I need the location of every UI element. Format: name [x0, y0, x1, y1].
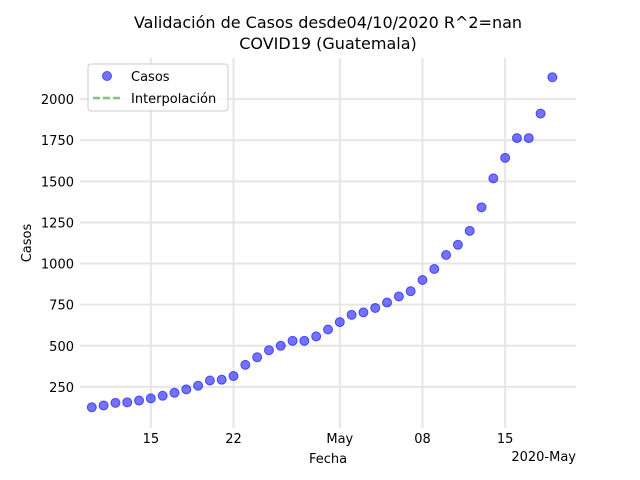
- data-point: [299, 335, 310, 346]
- x-tick-label: 08: [414, 432, 431, 447]
- data-point: [500, 152, 511, 163]
- legend: Casos Interpolación: [87, 63, 229, 112]
- y-tick-label: 1750: [41, 134, 74, 149]
- data-point: [193, 380, 204, 391]
- x-tick-label: 15: [143, 432, 160, 447]
- series-casos: [86, 72, 558, 413]
- grid: [80, 58, 576, 428]
- data-point: [311, 331, 322, 342]
- chart-title-line2: COVID19 (Guatemala): [239, 34, 417, 53]
- legend-label-interpolacion: Interpolación: [131, 92, 216, 107]
- data-point: [370, 302, 381, 313]
- data-point: [323, 324, 333, 335]
- chart-title-line1: Validación de Casos desde04/10/2020 R^2=…: [134, 13, 522, 32]
- data-point: [429, 263, 440, 274]
- data-point: [134, 395, 145, 406]
- y-tick-label: 1250: [41, 216, 74, 231]
- data-point: [535, 108, 546, 119]
- y-tick-label: 1000: [41, 258, 74, 273]
- y-axis-label: Casos: [20, 224, 35, 263]
- data-point: [488, 173, 499, 184]
- data-point: [169, 387, 180, 398]
- x-axis-ticks: 15 22 May 08 15: [143, 432, 514, 447]
- data-point: [216, 374, 227, 385]
- data-point: [145, 393, 156, 404]
- x-tick-label: 22: [225, 432, 242, 447]
- data-point: [476, 202, 487, 213]
- x-axis-label: Fecha: [309, 452, 347, 467]
- data-point: [405, 286, 416, 297]
- data-point: [523, 133, 534, 144]
- data-point: [511, 133, 522, 144]
- data-point: [240, 359, 251, 370]
- data-point: [110, 397, 121, 408]
- data-point: [157, 390, 168, 401]
- y-tick-label: 750: [49, 299, 74, 314]
- data-point: [86, 402, 97, 413]
- data-point: [417, 275, 428, 285]
- y-tick-label: 500: [49, 340, 74, 355]
- y-tick-label: 1500: [41, 175, 74, 190]
- x-offset-label: 2020-May: [511, 450, 576, 465]
- data-point: [252, 352, 263, 363]
- data-point: [346, 309, 357, 320]
- legend-marker-casos: [102, 71, 112, 81]
- data-point: [122, 397, 133, 408]
- data-point: [464, 225, 475, 236]
- x-tick-label: 15: [497, 432, 514, 447]
- data-point: [441, 250, 452, 261]
- x-tick-label: May: [326, 432, 353, 447]
- data-point: [263, 345, 274, 356]
- data-point: [275, 340, 286, 351]
- data-point: [228, 371, 239, 382]
- y-tick-label: 250: [49, 381, 74, 396]
- data-point: [334, 317, 345, 328]
- legend-box: [87, 63, 229, 112]
- data-point: [181, 384, 192, 395]
- data-point: [204, 375, 215, 386]
- data-point: [393, 291, 404, 302]
- data-point: [452, 239, 463, 250]
- y-tick-label: 2000: [41, 93, 74, 108]
- data-point: [358, 307, 369, 318]
- legend-label-casos: Casos: [131, 70, 170, 85]
- data-point: [547, 72, 558, 83]
- data-point: [98, 400, 109, 411]
- data-point: [287, 335, 298, 346]
- y-axis-ticks: 250 500 750 1000 1250 1500 1750 2000: [41, 93, 74, 396]
- data-point: [382, 297, 393, 308]
